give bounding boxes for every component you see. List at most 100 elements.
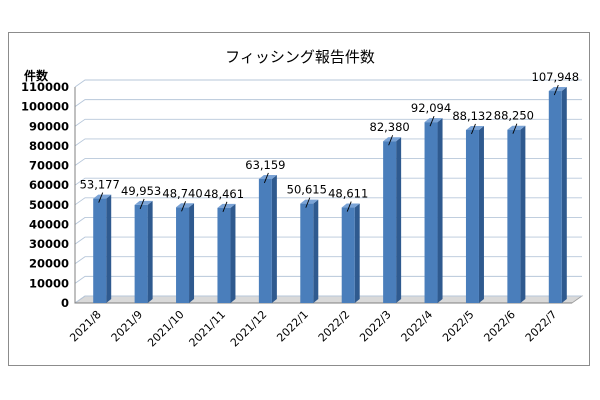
bar <box>217 203 236 303</box>
gridline <box>74 138 582 147</box>
label-leader <box>471 123 476 135</box>
bar-front <box>548 91 562 303</box>
data-label: 63,159 <box>245 158 285 172</box>
bar-side <box>147 200 153 303</box>
gridline <box>74 236 582 245</box>
bar-top <box>93 194 112 199</box>
y-tick-label: 40000 <box>29 217 69 231</box>
bar-front <box>217 207 231 303</box>
data-label: 49,953 <box>121 184 161 198</box>
bar-side <box>189 203 195 303</box>
gridline <box>74 158 582 166</box>
bar <box>341 203 360 303</box>
y-tick-label: 30000 <box>29 237 69 251</box>
bar-side <box>561 87 567 303</box>
bar <box>424 118 443 303</box>
label-leader <box>346 201 352 212</box>
x-tick-label: 2021/11 <box>187 308 229 350</box>
x-tick-label: 2022/2 <box>316 308 353 345</box>
bar-top <box>217 203 236 208</box>
bar-side <box>354 203 360 303</box>
bar <box>465 125 484 304</box>
y-tick-label: 10000 <box>29 276 69 290</box>
label-leader <box>98 192 104 203</box>
gridline <box>74 217 582 225</box>
x-tick-label: 2022/1 <box>274 308 311 345</box>
bar-top <box>507 125 526 130</box>
axes <box>74 87 572 304</box>
label-leader <box>512 123 518 134</box>
gridline <box>74 79 582 88</box>
bar-top <box>341 203 360 208</box>
gridline <box>74 256 582 265</box>
gridline <box>74 197 582 206</box>
data-label: 48,611 <box>328 187 368 201</box>
data-label: 107,948 <box>532 70 580 84</box>
bar <box>507 125 526 303</box>
bar-side <box>271 174 277 303</box>
data-label: 88,250 <box>494 109 534 123</box>
x-tick-label: 2022/7 <box>523 308 560 345</box>
x-tick-label: 2022/4 <box>399 308 436 345</box>
bar-front <box>341 207 355 303</box>
bar-top <box>424 118 443 123</box>
x-tick-label: 2021/12 <box>228 308 270 350</box>
bar <box>258 174 277 303</box>
bar <box>548 87 567 303</box>
bar <box>176 203 195 303</box>
x-tick-label: 2022/6 <box>481 308 518 345</box>
bar-front <box>507 129 521 303</box>
data-label: 82,380 <box>370 120 410 134</box>
data-label: 48,461 <box>204 187 244 201</box>
bar-front <box>300 203 314 303</box>
data-label: 88,132 <box>452 109 492 123</box>
gridline <box>74 275 582 284</box>
bar-front <box>176 207 190 303</box>
y-tick-label: 80000 <box>29 139 69 153</box>
data-label: 92,094 <box>411 101 451 115</box>
bar-top <box>176 203 195 208</box>
bar-side <box>520 125 526 303</box>
x-tick-label: 2021/9 <box>109 308 146 345</box>
bar-top <box>383 137 402 142</box>
data-label: 48,740 <box>162 186 202 200</box>
data-label: 53,177 <box>80 178 120 192</box>
label-leader <box>429 115 435 127</box>
gridline <box>74 177 582 186</box>
x-tick-label: 2022/5 <box>440 308 477 345</box>
bar-side <box>437 118 443 303</box>
y-tick-label: 70000 <box>29 159 69 173</box>
data-label: 50,615 <box>287 183 327 197</box>
label-leader <box>139 198 145 210</box>
x-tick-label: 2021/10 <box>145 308 187 350</box>
back-wall <box>85 80 582 296</box>
bar-front <box>93 198 107 303</box>
y-axis-label: 件数 <box>24 68 49 83</box>
y-tick-label: 90000 <box>29 119 69 133</box>
gridlines <box>73 79 584 304</box>
bar-top <box>300 199 319 204</box>
bar-side <box>230 203 236 303</box>
y-tick-labels: 0 10000 20000 30000 40000 50000 60000 70000 8000… <box>21 80 69 310</box>
bar-side <box>313 199 319 303</box>
bar-side <box>478 125 484 304</box>
y-tick-label: 110000 <box>21 80 69 94</box>
bar <box>300 199 319 303</box>
chart-title: フィッシング報告件数 <box>225 48 375 66</box>
bar <box>383 137 402 303</box>
label-leader <box>263 172 269 184</box>
bar <box>93 194 112 303</box>
label-leader <box>305 197 311 208</box>
bar-front <box>424 122 438 303</box>
gridline <box>74 295 582 304</box>
bars <box>93 87 567 304</box>
label-leader <box>553 84 559 96</box>
y-tick-label: 100000 <box>21 100 69 114</box>
bar-front <box>465 129 479 303</box>
y-tick-label: 50000 <box>29 198 69 212</box>
gridline <box>74 118 582 127</box>
x-tick-label: 2021/8 <box>67 308 104 345</box>
bar-front <box>258 178 272 303</box>
